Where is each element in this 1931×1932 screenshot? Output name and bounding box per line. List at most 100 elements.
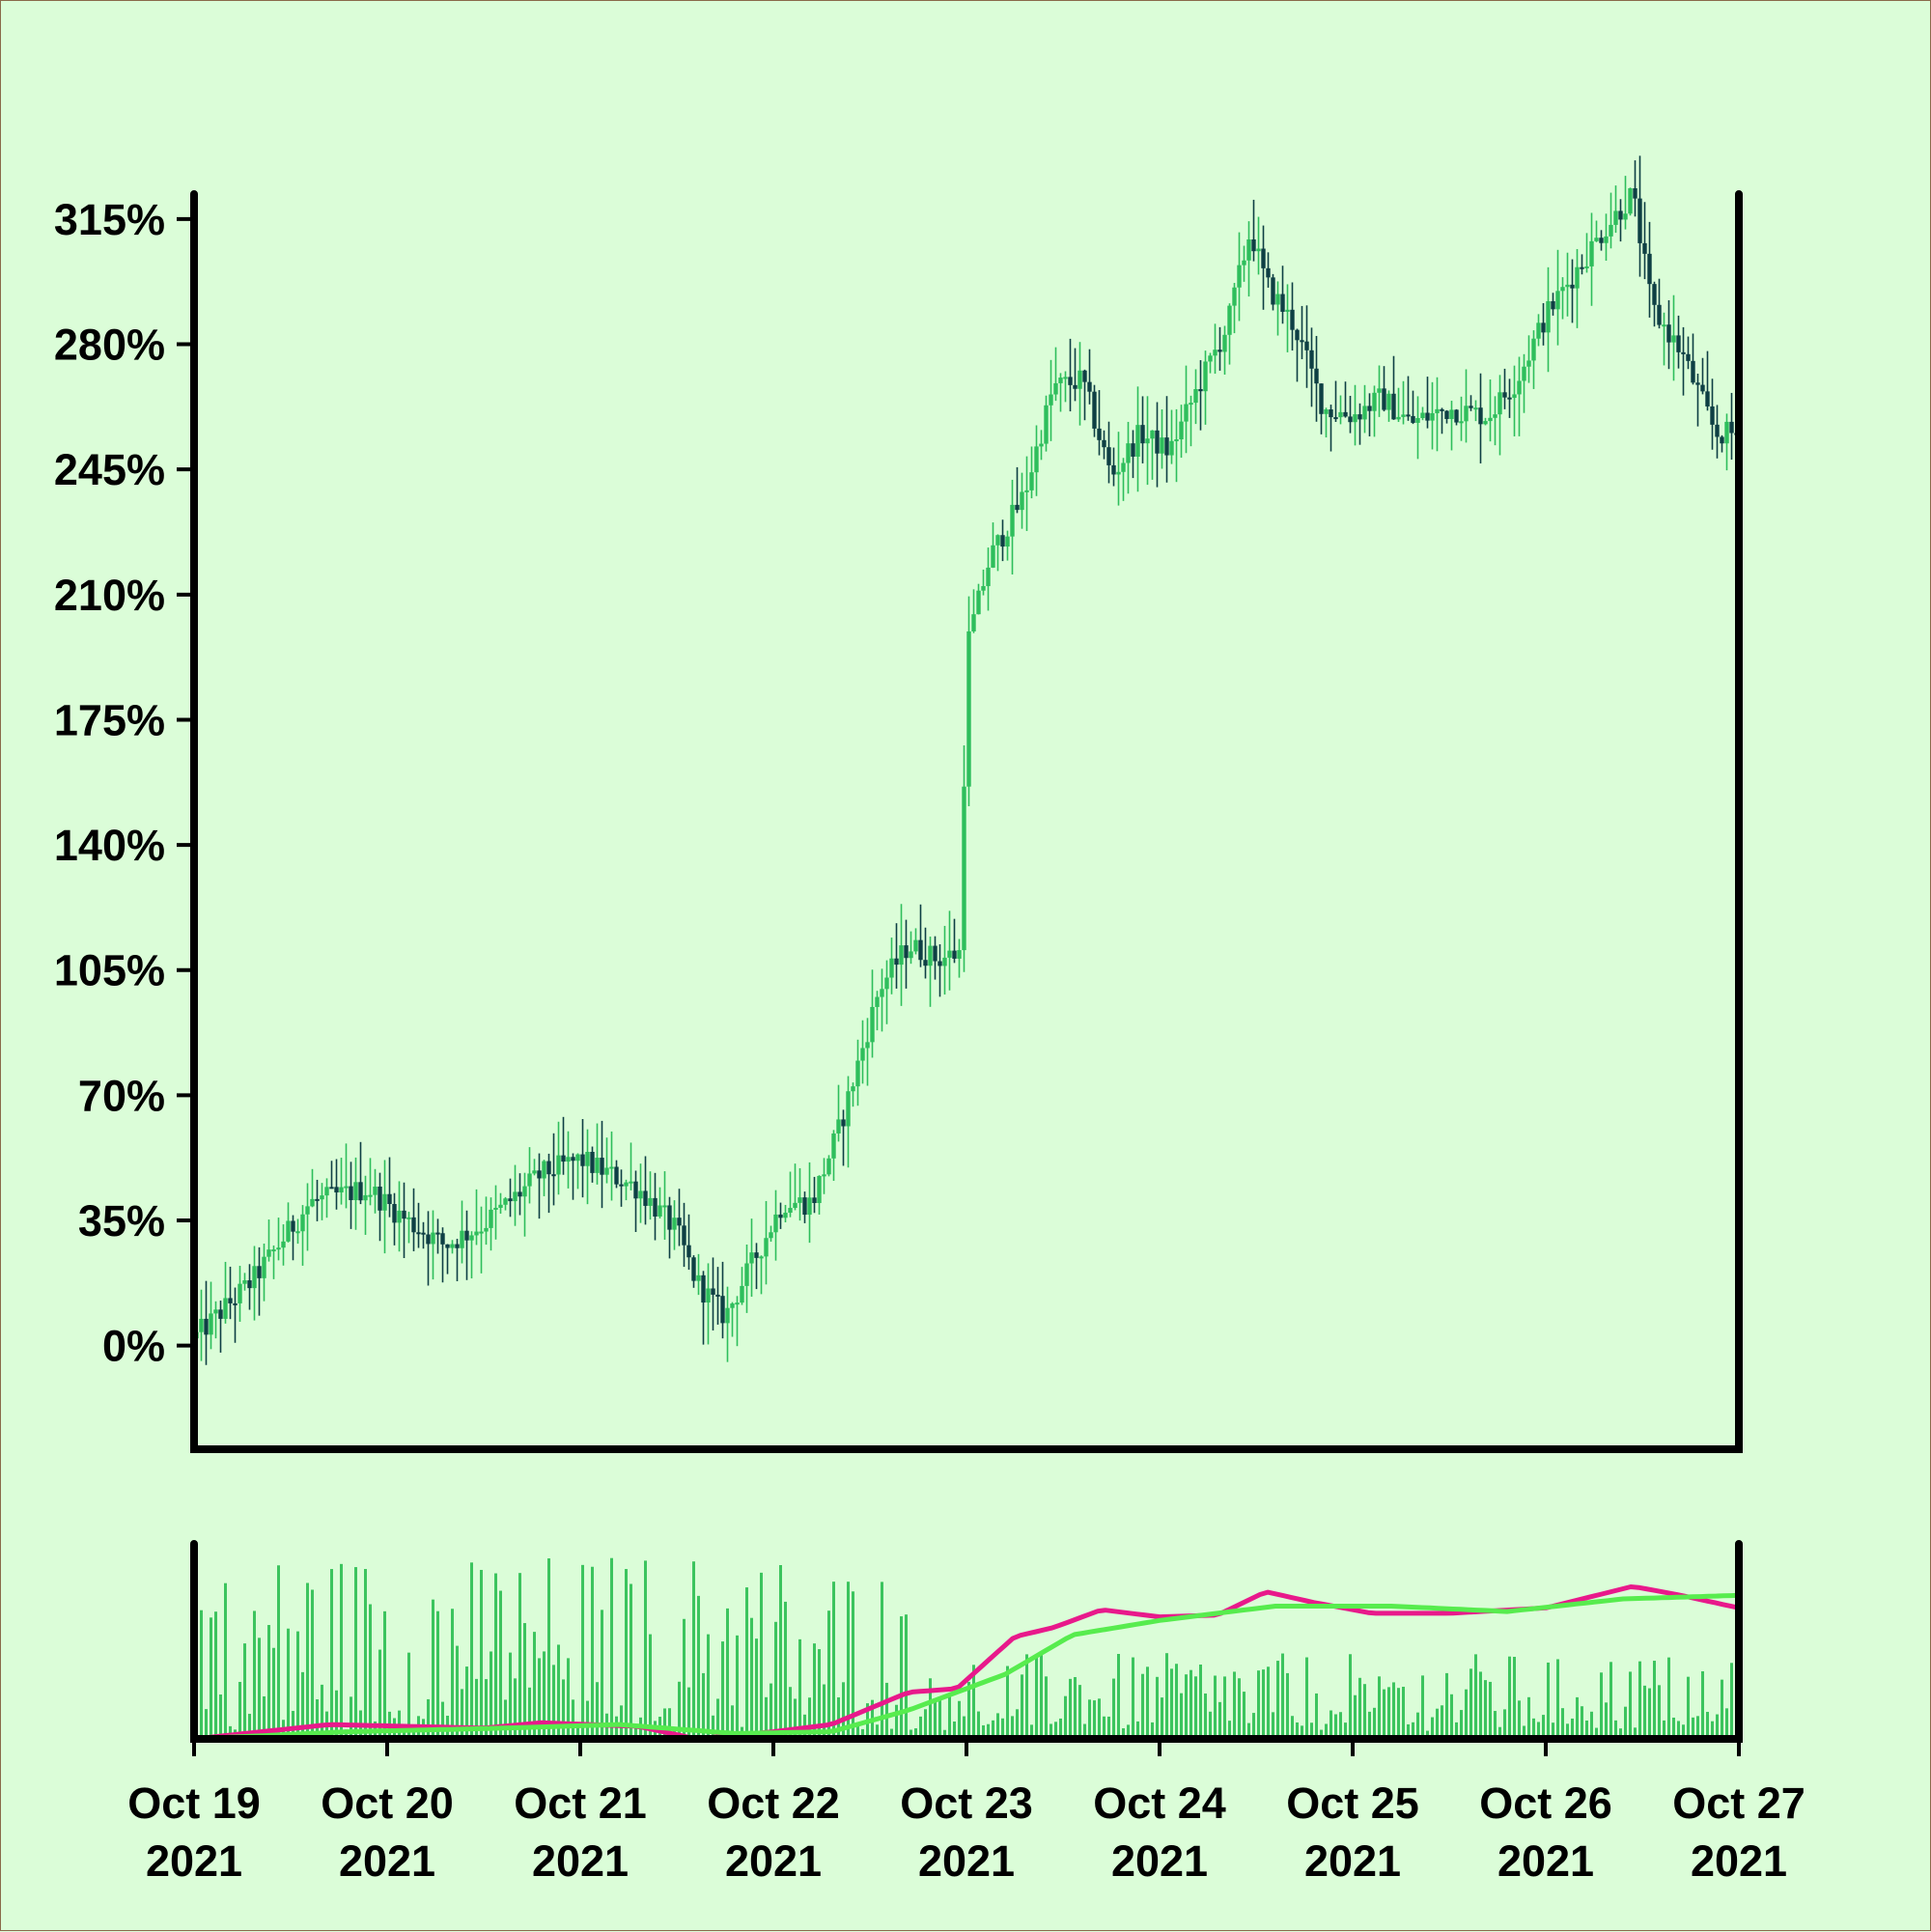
candle-up [1377, 388, 1382, 393]
candle-up [1063, 377, 1068, 379]
candle-up [585, 1152, 590, 1166]
candle-up [305, 1206, 310, 1215]
volume-bar [1378, 1676, 1381, 1739]
volume-bar [827, 1610, 830, 1739]
volume-bar [1677, 1721, 1680, 1739]
candle-down [440, 1233, 445, 1245]
volume-bar [789, 1687, 792, 1739]
candle-up [995, 535, 1000, 546]
volume-bar [321, 1684, 323, 1739]
volume-bar [784, 1601, 787, 1739]
volume-bar [378, 1649, 381, 1739]
candle-up [870, 1006, 875, 1043]
candle-down [1502, 392, 1507, 398]
x-tick-label-year: 2021 [1304, 1836, 1401, 1886]
candle-up [382, 1193, 387, 1211]
candle-down [841, 1119, 846, 1127]
candle-down [1444, 410, 1449, 419]
candle-up [788, 1208, 793, 1214]
candle-up [493, 1207, 498, 1210]
candle-down [204, 1318, 209, 1335]
volume-bar [1358, 1677, 1361, 1739]
volume-bar [509, 1652, 512, 1739]
volume-bar [494, 1573, 497, 1739]
volume-bar [1407, 1723, 1410, 1739]
volume-bar [224, 1582, 227, 1739]
candle-down [1700, 384, 1705, 392]
candle-down [802, 1197, 807, 1216]
volume-bar [1305, 1657, 1308, 1739]
candle-up [638, 1190, 643, 1199]
volume-bar [943, 1729, 946, 1739]
candle-down [1102, 439, 1106, 448]
candle-up [469, 1235, 474, 1241]
candle-down [1343, 411, 1348, 417]
volume-bar [1016, 1709, 1019, 1739]
volume-bar [630, 1583, 632, 1739]
candle-up [1077, 370, 1082, 389]
volume-bar [523, 1623, 526, 1739]
volume-bar [1696, 1716, 1699, 1739]
candle-up [865, 1042, 870, 1049]
candle-down [1599, 238, 1604, 243]
candle-down [1329, 409, 1333, 418]
candle-up [532, 1170, 537, 1174]
volume-bar [1682, 1724, 1685, 1739]
volume-bar [712, 1715, 714, 1739]
volume-bar [1088, 1699, 1091, 1739]
candle-down [715, 1294, 720, 1297]
candle-up [1671, 335, 1676, 343]
candle-up [1613, 210, 1618, 225]
candle-down [1266, 267, 1271, 278]
candle-down [1348, 416, 1353, 423]
candle-up [1044, 405, 1049, 444]
candle-down [228, 1298, 233, 1303]
volume-bar [774, 1621, 777, 1739]
volume-bar [1175, 1664, 1178, 1739]
candle-up [513, 1191, 518, 1202]
volume-bar [1387, 1687, 1390, 1739]
candle-up [300, 1214, 305, 1232]
x-tick-label-date: Oct 27 [1672, 1778, 1805, 1828]
candle-up [1049, 394, 1053, 406]
candle-down [455, 1244, 460, 1248]
volume-bar [1093, 1700, 1096, 1739]
candle-up [1020, 491, 1024, 511]
volume-bar [765, 1696, 768, 1739]
volume-bar [1392, 1682, 1395, 1739]
volume-bar [1523, 1725, 1525, 1739]
candle-down [1131, 443, 1135, 457]
candle-up [1493, 414, 1497, 418]
volume-bar [1373, 1707, 1376, 1739]
candle-down [1217, 350, 1222, 352]
candle-down [518, 1191, 522, 1197]
volume-bar [1383, 1689, 1385, 1739]
candle-down [1478, 407, 1483, 425]
candle-up [1039, 443, 1044, 447]
candle-down [619, 1184, 624, 1187]
candle-down [1280, 294, 1285, 312]
volume-panel-spines [190, 1540, 1743, 1743]
candle-up [928, 945, 933, 966]
volume-bar [1078, 1685, 1081, 1739]
volume-bar [1484, 1680, 1487, 1739]
candle-up [406, 1217, 411, 1219]
candle-down [334, 1187, 339, 1193]
candle-up [1029, 472, 1034, 490]
y-tick-label: 70% [78, 1071, 165, 1120]
volume-bar [514, 1678, 517, 1739]
candle-down [508, 1198, 513, 1202]
volume-bar [770, 1683, 772, 1739]
candle-up [1285, 309, 1290, 312]
candle-down [894, 958, 899, 966]
candle-down [421, 1232, 426, 1235]
candle-down [571, 1157, 575, 1162]
volume-bar [210, 1617, 212, 1739]
candle-down [938, 961, 942, 966]
volume-bar [518, 1573, 521, 1739]
candle-up [1179, 421, 1184, 440]
candle-up [542, 1161, 546, 1179]
volume-bar [253, 1610, 256, 1739]
volume-bar [1064, 1695, 1067, 1739]
volume-bar [1025, 1654, 1028, 1739]
